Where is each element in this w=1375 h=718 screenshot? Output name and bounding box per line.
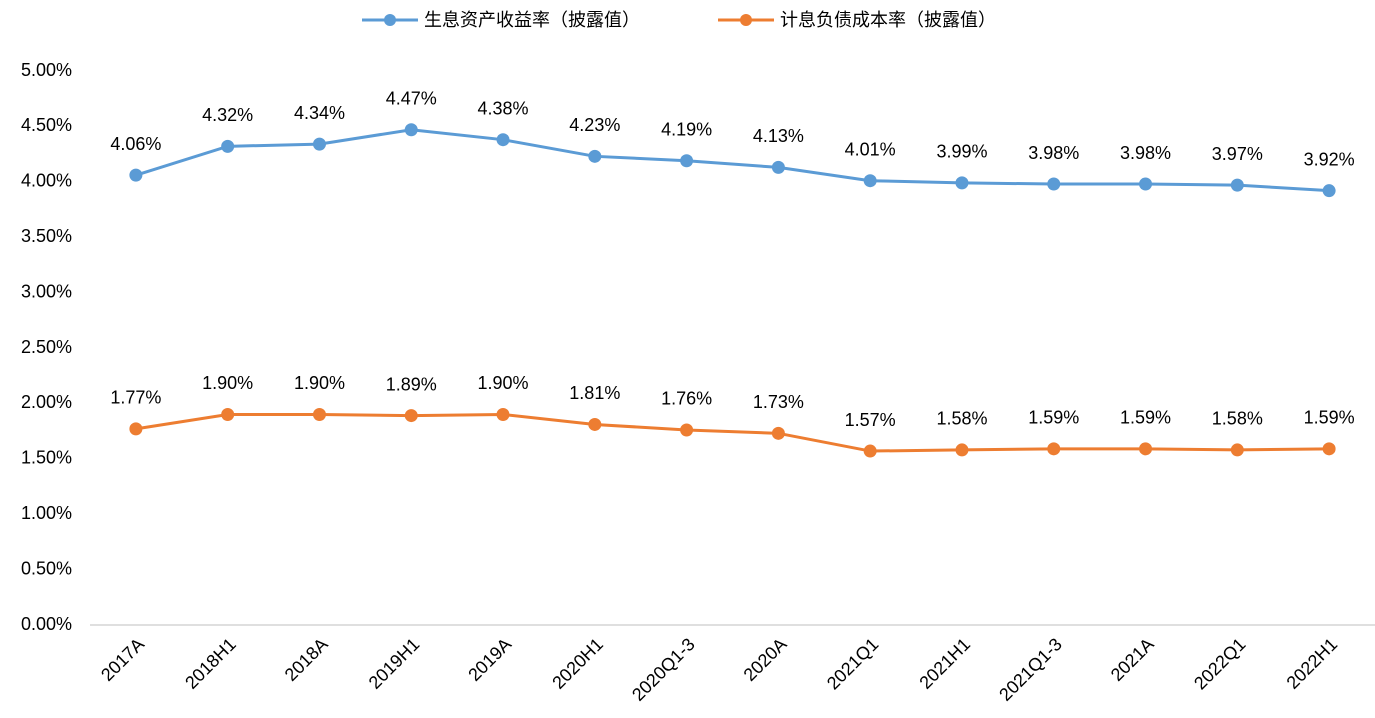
data-label: 1.89% <box>386 374 437 394</box>
data-point <box>588 149 602 163</box>
data-point <box>771 160 785 174</box>
data-point <box>955 443 969 457</box>
data-point <box>863 174 877 188</box>
data-label: 3.98% <box>1028 143 1079 163</box>
series-line <box>135 412 1330 453</box>
data-point <box>771 426 785 440</box>
x-tick-label: 2022H1 <box>1283 634 1342 693</box>
data-label: 4.23% <box>569 115 620 135</box>
x-tick-label: 2021A <box>1107 634 1158 685</box>
data-label: 1.57% <box>845 410 896 430</box>
data-point <box>1230 443 1244 457</box>
data-point <box>680 423 694 437</box>
data-label: 1.90% <box>202 373 253 393</box>
data-label: 4.13% <box>753 126 804 146</box>
data-point <box>404 409 418 423</box>
data-point <box>404 123 418 137</box>
x-tick-label: 2021Q1-3 <box>995 634 1066 705</box>
data-point <box>1230 178 1244 192</box>
data-label: 1.59% <box>1304 408 1355 428</box>
series-line <box>135 128 1330 193</box>
data-label: 1.81% <box>569 383 620 403</box>
data-label: 4.01% <box>845 139 896 159</box>
data-label: 1.58% <box>936 409 987 429</box>
x-tick-label: 2020H1 <box>548 634 607 693</box>
data-point <box>588 417 602 431</box>
data-label: 1.90% <box>294 373 345 393</box>
y-tick-label: 1.00% <box>21 503 72 523</box>
legend-marker <box>384 14 396 26</box>
data-label: 4.06% <box>110 134 161 154</box>
y-tick-label: 0.50% <box>21 558 72 578</box>
data-point <box>1047 177 1061 191</box>
y-tick-label: 0.00% <box>21 614 72 634</box>
x-tick-label: 2022Q1 <box>1190 634 1249 693</box>
x-tick-label: 2018H1 <box>181 634 240 693</box>
data-label: 4.34% <box>294 103 345 123</box>
x-tick-label: 2018A <box>281 634 332 685</box>
x-tick-label: 2019H1 <box>365 634 424 693</box>
y-tick-label: 5.00% <box>21 60 72 80</box>
data-point <box>1139 177 1153 191</box>
legend-label: 生息资产收益率（披露值） <box>424 10 640 30</box>
data-point <box>496 407 510 421</box>
data-label: 1.90% <box>478 373 529 393</box>
data-point <box>955 176 969 190</box>
x-tick-label: 2019A <box>464 634 515 685</box>
data-label: 1.59% <box>1028 408 1079 428</box>
y-tick-label: 4.00% <box>21 171 72 191</box>
data-label: 4.32% <box>202 105 253 125</box>
data-label: 3.98% <box>1120 143 1171 163</box>
data-label: 4.38% <box>478 98 529 118</box>
x-tick-label: 2021H1 <box>915 634 974 693</box>
data-point <box>221 139 235 153</box>
data-label: 1.76% <box>661 389 712 409</box>
data-point <box>680 154 694 168</box>
y-tick-label: 4.50% <box>21 115 72 135</box>
data-point <box>496 133 510 147</box>
data-label: 3.99% <box>936 142 987 162</box>
data-label: 1.58% <box>1212 409 1263 429</box>
data-point <box>1047 442 1061 456</box>
x-tick-label: 2017A <box>97 634 148 685</box>
data-point <box>221 407 235 421</box>
y-tick-label: 2.00% <box>21 392 72 412</box>
data-point <box>129 168 143 182</box>
y-tick-label: 3.50% <box>21 226 72 246</box>
x-tick-label: 2020Q1-3 <box>628 634 699 705</box>
data-point <box>1322 184 1336 198</box>
legend-marker <box>740 14 752 26</box>
data-point <box>129 422 143 436</box>
data-point <box>1139 442 1153 456</box>
data-label: 4.19% <box>661 119 712 139</box>
x-tick-label: 2021Q1 <box>823 634 882 693</box>
data-label: 1.77% <box>110 388 161 408</box>
y-tick-label: 1.50% <box>21 448 72 468</box>
data-point <box>312 137 326 151</box>
data-point <box>1322 442 1336 456</box>
x-tick-label: 2020A <box>740 634 791 685</box>
legend-label: 计息负债成本率（披露值） <box>780 10 996 30</box>
data-point <box>312 407 326 421</box>
y-tick-label: 2.50% <box>21 337 72 357</box>
data-label: 3.97% <box>1212 144 1263 164</box>
data-label: 1.59% <box>1120 408 1171 428</box>
data-label: 1.73% <box>753 392 804 412</box>
data-label: 4.47% <box>386 88 437 108</box>
y-tick-label: 3.00% <box>21 281 72 301</box>
data-label: 3.92% <box>1304 149 1355 169</box>
data-point <box>863 444 877 458</box>
